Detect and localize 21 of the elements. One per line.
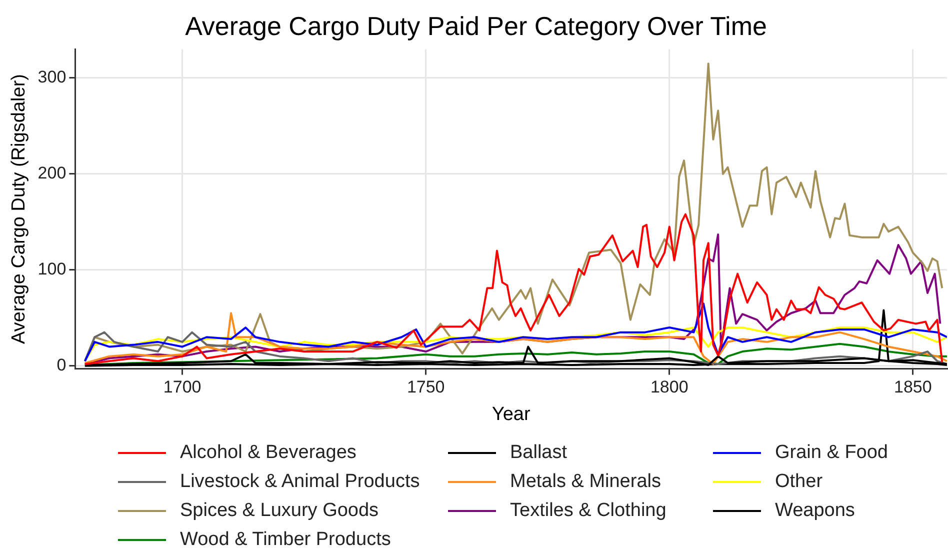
legend-label: Metals & Minerals <box>510 470 661 492</box>
y-tick-label: 100 <box>38 260 66 279</box>
y-tick-label: 300 <box>38 68 66 87</box>
x-tick-label: 1750 <box>406 378 445 397</box>
legend-label: Livestock & Animal Products <box>180 470 420 492</box>
legend-label: Spices & Luxury Goods <box>180 500 379 522</box>
chart-title: Average Cargo Duty Paid Per Category Over Time <box>185 10 767 41</box>
legend-label: Alcohol & Beverages <box>180 442 356 464</box>
x-tick-label: 1800 <box>650 378 688 397</box>
y-tick-label: 0 <box>56 356 66 375</box>
legend-label: Ballast <box>510 442 568 464</box>
y-axis-title: Average Cargo Duty (Rigsdaler) <box>8 74 30 344</box>
legend-label: Textiles & Clothing <box>510 500 666 522</box>
legend-label: Other <box>775 470 823 492</box>
legend-label: Wood & Timber Products <box>180 528 391 549</box>
x-axis-title: Year <box>492 404 531 425</box>
y-tick-label: 200 <box>38 164 66 183</box>
legend-label: Grain & Food <box>775 442 888 464</box>
legend-label: Weapons <box>775 500 855 522</box>
x-tick-label: 1850 <box>894 378 932 397</box>
x-tick-label: 1700 <box>163 378 202 397</box>
